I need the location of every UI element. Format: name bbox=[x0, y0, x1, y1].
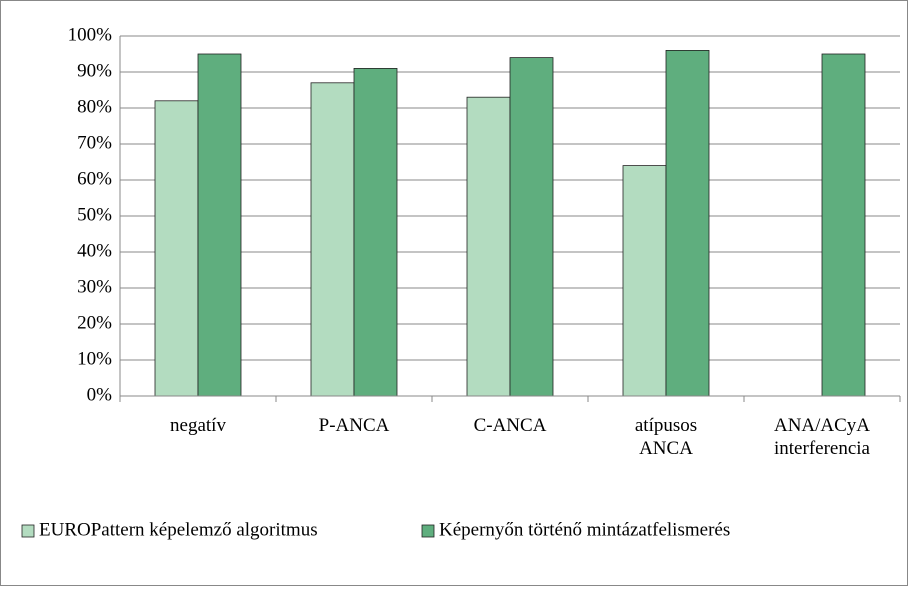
y-tick-label: 30% bbox=[77, 276, 112, 297]
x-tick-label: ANA/ACyA interferencia bbox=[773, 415, 871, 459]
bar bbox=[197, 53, 242, 397]
y-tick-label: 100% bbox=[68, 24, 113, 45]
bar bbox=[310, 82, 355, 397]
y-tick-label: 50% bbox=[77, 204, 112, 225]
bar bbox=[821, 53, 866, 397]
bar bbox=[509, 57, 554, 397]
y-tick-label: 70% bbox=[77, 132, 112, 153]
legend-swatch bbox=[421, 524, 435, 538]
legend-label: Képernyőn történő mintázatfelismerés bbox=[439, 519, 730, 540]
y-tick-label: 20% bbox=[77, 312, 112, 333]
y-tick-label: 40% bbox=[77, 240, 112, 261]
y-tick-label: 60% bbox=[77, 168, 112, 189]
bar bbox=[665, 50, 710, 397]
legend-label: EUROPattern képelemző algoritmus bbox=[39, 519, 318, 540]
y-tick-label: 80% bbox=[77, 96, 112, 117]
y-tick-label: 90% bbox=[77, 60, 112, 81]
x-tick-label: C-ANCA bbox=[473, 415, 547, 436]
x-tick-label: negatív bbox=[170, 415, 226, 436]
legend-swatch bbox=[21, 524, 35, 538]
x-tick-label: atípusos ANCA bbox=[634, 415, 698, 459]
bar bbox=[353, 68, 398, 397]
x-tick-label: P-ANCA bbox=[318, 415, 390, 436]
y-tick-label: 10% bbox=[77, 348, 112, 369]
bar bbox=[466, 96, 511, 397]
y-tick-label: 0% bbox=[87, 384, 113, 405]
bar bbox=[622, 165, 667, 397]
bar bbox=[154, 100, 199, 397]
